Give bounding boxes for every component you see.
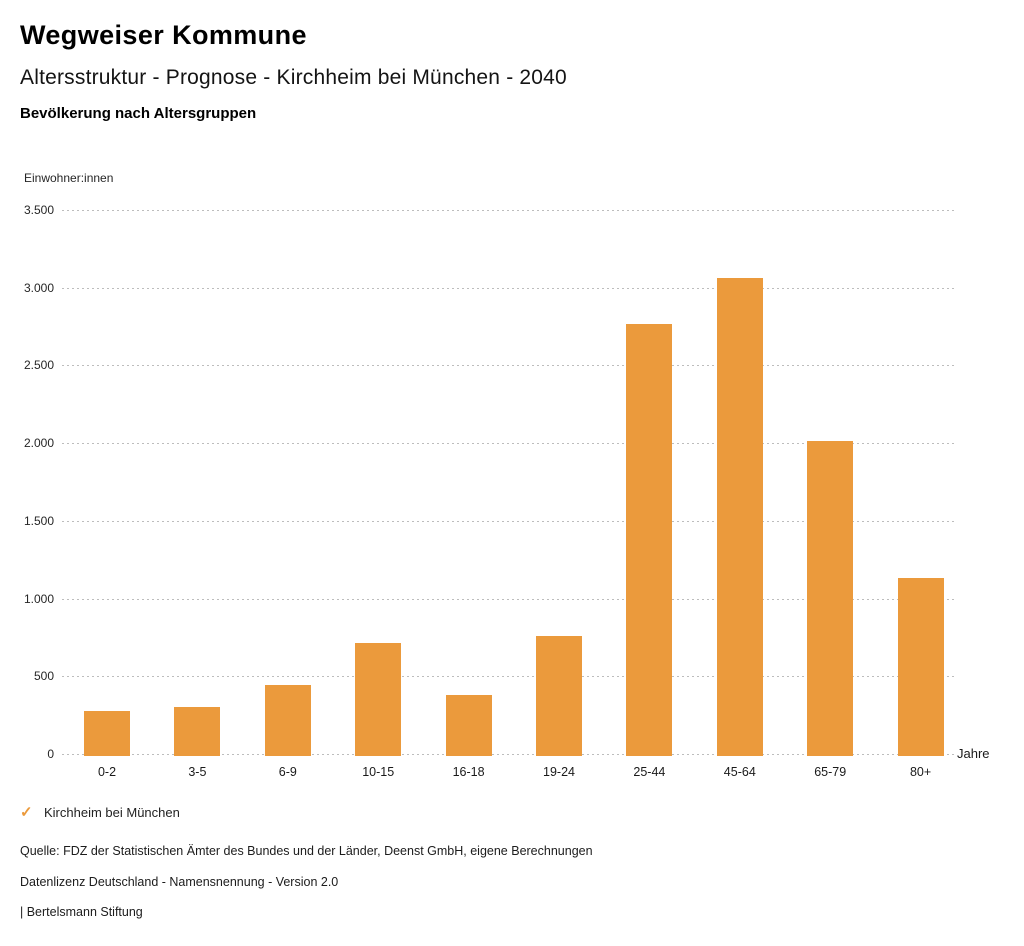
bar-45-64[interactable] xyxy=(716,278,763,756)
x-tick-label: 3-5 xyxy=(188,765,207,779)
chart-subheading: Bevölkerung nach Altersgruppen xyxy=(20,105,257,122)
y-axis-title: Einwohner:innen xyxy=(24,171,114,185)
x-tick-label: 10-15 xyxy=(362,765,395,779)
x-tick-label: 19-24 xyxy=(543,765,575,779)
publisher-text: | Bertelsmann Stiftung xyxy=(20,905,143,919)
y-tick-label: 1.000 xyxy=(23,591,54,606)
y-tick-label: 500 xyxy=(33,669,54,684)
bar-16-18[interactable] xyxy=(445,695,492,756)
legend-label: Kirchheim bei München xyxy=(44,804,180,820)
y-tick-label: 3.500 xyxy=(23,203,54,217)
bar-80+[interactable] xyxy=(897,578,944,756)
x-tick-label: 80+ xyxy=(909,765,932,779)
gridline xyxy=(62,443,954,445)
bar-10-15[interactable] xyxy=(355,642,402,756)
gridline xyxy=(62,365,954,367)
gridline xyxy=(62,210,954,211)
y-tick-label: 2.000 xyxy=(23,436,54,451)
source-text: Quelle: FDZ der Statistischen Ämter des … xyxy=(20,844,593,858)
bar-25-44[interactable] xyxy=(626,323,673,756)
bar-65-79[interactable] xyxy=(807,441,854,756)
bar-19-24[interactable] xyxy=(536,636,582,756)
x-tick-label: 6-9 xyxy=(278,765,297,779)
y-tick-label: 2.500 xyxy=(23,358,54,373)
gridline xyxy=(62,676,954,678)
license-text: Datenlizenz Deutschland - Namensnennung … xyxy=(20,875,339,889)
gridline xyxy=(62,287,954,289)
gridline xyxy=(62,520,954,522)
y-tick-label: 0 xyxy=(47,747,54,761)
bar-0-2[interactable] xyxy=(84,710,130,756)
legend-item-kirchheim[interactable]: ✓ Kirchheim bei München xyxy=(20,803,180,821)
bar-3-5[interactable] xyxy=(174,707,221,756)
x-tick-label: 45-64 xyxy=(723,765,756,779)
x-tick-label: 0-2 xyxy=(97,765,117,779)
bar-6-9[interactable] xyxy=(264,684,311,756)
gridline xyxy=(62,598,954,600)
gridline xyxy=(62,754,954,755)
checkmark-icon: ✓ xyxy=(20,804,33,821)
page-title: Wegweiser Kommune xyxy=(20,20,307,50)
x-axis-unit-label: Jahre xyxy=(957,746,990,761)
y-tick-label: 1.500 xyxy=(23,513,54,528)
y-tick-label: 3.000 xyxy=(23,280,54,295)
x-tick-label: 25-44 xyxy=(633,765,666,779)
x-tick-label: 16-18 xyxy=(452,765,485,779)
x-tick-label: 65-79 xyxy=(814,765,847,779)
chart-subtitle: Altersstruktur - Prognose - Kirchheim be… xyxy=(20,66,567,89)
